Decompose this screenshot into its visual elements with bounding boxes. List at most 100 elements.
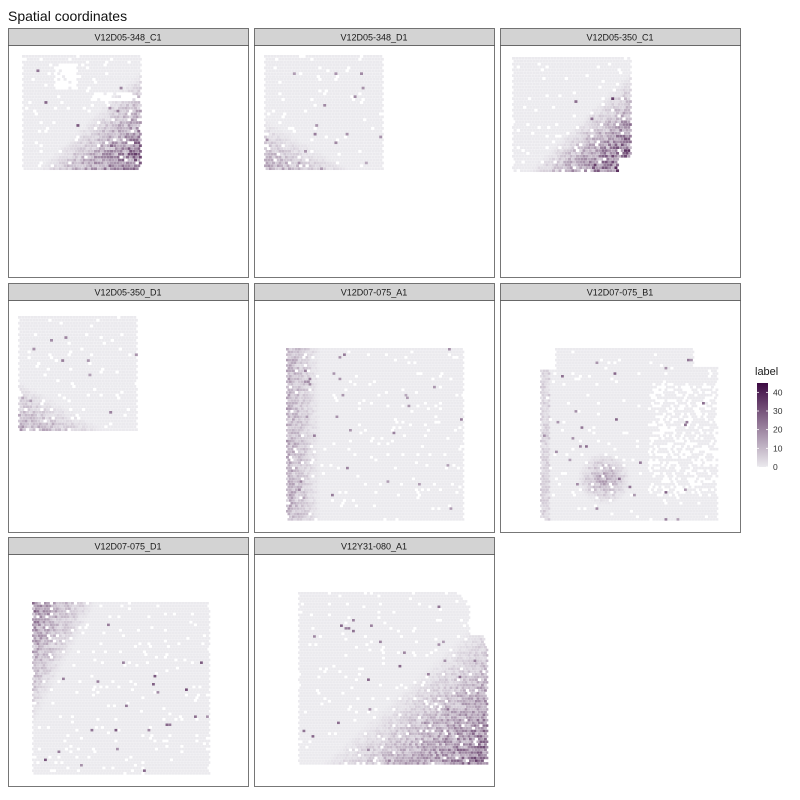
spot [294,161,298,165]
spot [608,131,612,135]
spot [118,318,122,322]
spot [520,157,524,161]
spot [604,80,608,83]
spot [124,112,128,116]
spot [118,72,122,76]
spot [513,71,517,75]
spot [52,92,56,96]
spot [569,149,573,152]
spot [284,155,288,159]
spot [23,80,27,84]
spot [347,158,351,162]
spot [536,140,540,144]
spot [604,114,608,118]
spot [114,83,118,87]
spot [74,347,78,351]
spot [103,80,107,84]
spot [592,137,596,141]
spot [73,60,77,64]
spot [118,101,122,104]
spot [78,155,82,159]
spot [49,138,53,142]
spot [593,123,597,126]
spot [294,121,298,124]
spot [47,101,51,104]
spot [63,101,67,104]
spot [360,152,364,156]
spot [297,167,301,171]
spot [563,97,567,101]
spot [534,160,538,164]
spot [304,167,308,171]
spot [283,135,287,139]
spot [283,83,287,87]
spot [312,101,316,104]
spot [105,112,109,116]
spot [316,144,320,148]
spot [118,118,122,122]
spot [339,98,343,101]
spot [355,104,359,107]
spot [574,59,578,63]
spot [268,63,272,67]
spot [625,134,629,138]
spot [65,167,69,171]
spot [135,80,139,84]
spot [371,63,375,67]
spot [328,129,332,133]
spot [600,134,604,138]
spot [611,74,615,78]
spot [46,69,50,73]
spot [542,106,546,109]
spot [24,379,28,383]
spot [619,117,623,121]
spot [305,55,309,58]
spot [592,80,596,83]
spot [58,347,62,351]
spot [58,365,62,368]
spot [520,163,524,167]
spot [119,167,123,171]
spot [296,152,300,156]
spot [74,353,78,357]
spot [87,150,91,153]
spot [90,161,94,165]
spot [76,66,80,70]
spot [120,316,124,319]
spot [106,341,110,345]
spot [38,55,42,58]
spot [62,98,66,101]
spot [94,63,98,67]
spot [328,164,332,168]
spot [120,379,124,383]
spot [78,333,82,337]
spot [64,330,68,334]
spot [358,138,362,142]
spot [104,327,108,331]
spot [110,115,114,119]
spot [52,167,56,171]
spot [66,95,70,99]
spot [34,78,38,81]
spot [18,316,22,319]
spot [372,152,376,156]
spot [268,92,272,96]
spot [134,135,138,139]
spot [48,341,52,345]
spot [108,124,112,127]
spot [81,121,85,124]
spot [291,92,295,96]
spot [62,161,66,165]
spot [366,118,370,122]
spot [564,129,568,132]
spot [77,376,81,380]
spot [83,376,87,380]
spot [348,115,352,119]
spot [56,350,60,354]
spot [545,59,549,63]
spot [42,324,46,328]
spot [25,78,29,81]
spot [606,146,610,150]
spot [595,97,599,101]
spot [339,63,343,67]
